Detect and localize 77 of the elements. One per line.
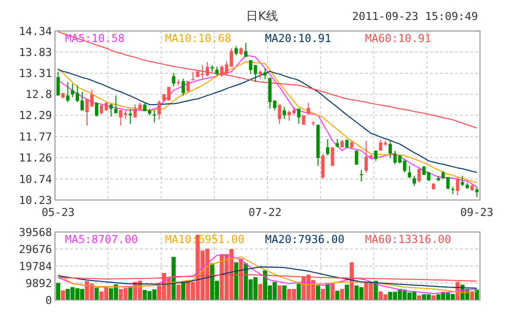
bar [258, 284, 262, 300]
y-tick-label: 9892 [26, 276, 52, 290]
candlestick [191, 71, 195, 81]
x-tick-label: 07-22 [248, 206, 282, 219]
y-tick-label: 0 [45, 294, 52, 307]
y-tick-label: 11.26 [18, 151, 52, 164]
candlestick [172, 72, 176, 88]
y-tick-label: 14.34 [18, 24, 52, 38]
candlestick [460, 175, 464, 187]
candlestick [456, 176, 460, 196]
bar [234, 262, 238, 300]
candlestick [297, 108, 300, 124]
bar [320, 288, 325, 300]
text: 2011-09-23 15:09:49 [352, 10, 478, 23]
candlestick [326, 138, 330, 156]
candlestick [152, 110, 156, 123]
text: MA60:10.91 [365, 32, 432, 45]
candlestick [278, 104, 282, 124]
y-tick-label: 13.31 [18, 67, 52, 80]
bar [316, 285, 320, 300]
y-tick-label: 10.23 [18, 194, 52, 207]
candlestick [475, 186, 479, 198]
bar [176, 284, 181, 300]
candlestick [94, 102, 98, 118]
series-label: MA20:7936.00 [265, 233, 344, 246]
candlestick [388, 140, 392, 159]
bar [340, 288, 344, 300]
candlestick [412, 175, 416, 187]
bar [330, 284, 335, 300]
y-tick-label: 13.83 [18, 46, 52, 59]
line-series [58, 266, 478, 289]
chart-title: 日K线 [246, 9, 278, 23]
x-tick-label: 05-23 [42, 206, 75, 219]
line-series [58, 69, 478, 173]
bar [94, 288, 99, 300]
candlestick [186, 80, 190, 93]
candlestick [374, 150, 378, 162]
text: MA60:13316.00 [365, 233, 452, 246]
candlestick [109, 103, 113, 118]
y-tick-label: 19784 [18, 260, 52, 273]
line-series [58, 31, 478, 129]
text: MA20:10.91 [265, 32, 332, 45]
y-tick-label: 29676 [18, 242, 52, 256]
candlestick [128, 108, 132, 124]
candlestick [182, 78, 185, 96]
y-tick-label: 11.77 [18, 130, 52, 144]
series-label: MA10:10.68 [165, 32, 232, 45]
candlestick [66, 81, 70, 103]
y-tick-label: 12.8 [26, 88, 52, 102]
candlestick [56, 71, 60, 96]
candlestick [364, 140, 368, 173]
candlestick [114, 95, 118, 114]
candlestick [244, 42, 248, 58]
bar [344, 284, 349, 300]
bar [296, 284, 301, 300]
bar [181, 281, 186, 300]
candlestick [417, 167, 421, 184]
candlestick [263, 68, 267, 80]
x-tick-label: 09-23 [460, 206, 494, 219]
bar [282, 285, 286, 300]
y-tick-label: 12.29 [18, 109, 52, 122]
candlestick [345, 138, 349, 149]
candlestick [321, 153, 325, 180]
candlestick [158, 100, 161, 120]
y-tick-label: 10.74 [18, 172, 52, 186]
bar [335, 290, 340, 300]
candlestick [282, 106, 286, 120]
bar [128, 287, 132, 300]
bar [277, 285, 282, 300]
candlestick [234, 46, 238, 56]
candlestick [408, 165, 412, 179]
bar [60, 290, 66, 300]
candlestick [360, 169, 364, 182]
bar [56, 282, 60, 300]
text: MA5:8707.00 [65, 233, 138, 246]
candlestick [306, 102, 310, 116]
y-tick-label: 39568 [18, 226, 52, 239]
